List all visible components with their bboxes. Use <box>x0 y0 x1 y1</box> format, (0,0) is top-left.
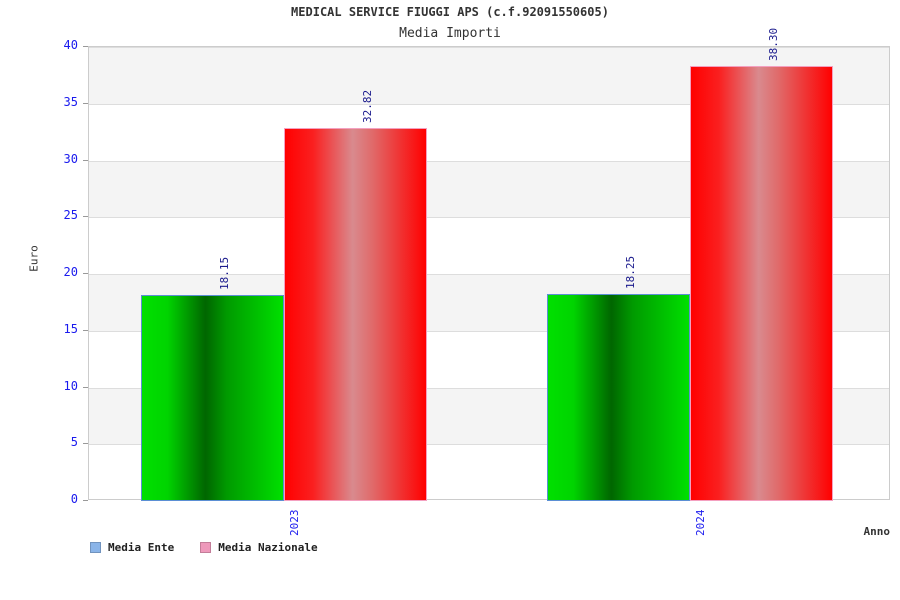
gridline <box>89 387 889 389</box>
legend-swatch-icon <box>200 542 212 553</box>
y-axis-tick-label: 20 <box>63 265 78 279</box>
gridline <box>89 103 889 105</box>
y-axis-label: Euro <box>27 245 41 272</box>
y-axis-tick-mark <box>83 46 88 47</box>
gridline <box>89 274 889 275</box>
y-axis-tick-label: 10 <box>63 378 78 393</box>
y-axis-tick-mark <box>83 159 88 161</box>
y-axis-tick-mark <box>83 273 88 274</box>
gridline <box>89 330 889 332</box>
gridline <box>89 217 889 219</box>
y-axis-tick-label: 5 <box>70 435 78 450</box>
y-axis-tick-label: 40 <box>63 38 78 52</box>
bar-value-label: 18.15 <box>217 256 231 290</box>
y-axis-tick-mark <box>83 102 88 104</box>
y-axis-tick-label: 15 <box>63 321 78 336</box>
bar-2024-media-ente[interactable] <box>547 293 690 501</box>
legend-label: Media Nazionale <box>218 541 318 554</box>
plot-area: 18.15 32.82 18.25 38.30 <box>88 28 890 501</box>
y-axis-tick-label: 25 <box>63 208 78 223</box>
bar-value-label: 38.30 <box>766 28 780 62</box>
y-axis-tick-label: 0 <box>70 492 78 506</box>
y-axis-tick-mark <box>83 443 88 445</box>
legend-swatch-icon <box>90 542 101 553</box>
y-axis-tick-mark <box>83 329 88 331</box>
bar-2024-media-nazionale[interactable] <box>690 66 833 501</box>
bar-2023-media-ente[interactable] <box>141 294 284 501</box>
x-axis-tick-label: 2023 <box>288 509 301 537</box>
legend-item[interactable]: Media Nazionale <box>200 541 318 554</box>
y-axis-tick-mark <box>83 216 88 218</box>
y-axis-tick-label: 30 <box>63 151 78 166</box>
chart-legend: Media Ente Media Nazionale <box>90 541 318 554</box>
x-axis-label: Anno <box>863 525 891 538</box>
chart-subtitle: Media Importi <box>399 26 501 41</box>
gridline <box>89 444 889 446</box>
y-axis-tick-label: 35 <box>63 94 78 109</box>
gridline <box>89 47 889 48</box>
chart-title: MEDICAL SERVICE FIUGGI APS (c.f.92091550… <box>291 5 609 19</box>
x-axis-tick-label: 2024 <box>694 509 707 537</box>
y-axis-tick-mark <box>83 500 88 501</box>
bar-value-label: 32.82 <box>360 90 374 124</box>
legend-label: Media Ente <box>108 541 175 554</box>
y-axis-tick-mark <box>83 386 88 388</box>
bar-2023-media-nazionale[interactable] <box>284 128 427 501</box>
gridline <box>89 160 889 162</box>
legend-item[interactable]: Media Ente <box>90 541 174 554</box>
bar-value-label: 18.25 <box>623 255 637 289</box>
